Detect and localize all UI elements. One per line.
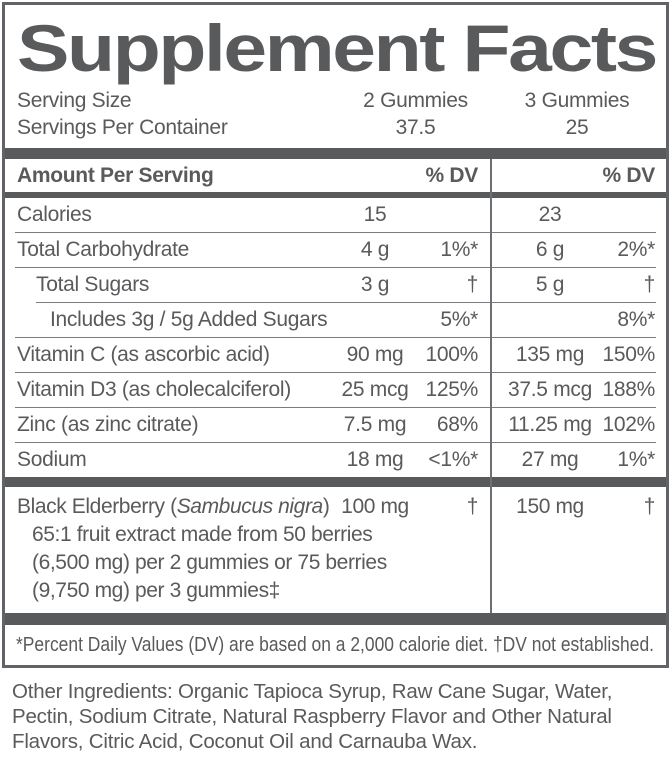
serving-size-row: Serving Size 2 Gummies 3 Gummies xyxy=(15,87,656,114)
nutrient-name: Total Sugars xyxy=(36,273,150,296)
nutrient-row: Total Carbohydrate 4 g 1%* 6 g 2%* xyxy=(15,233,656,267)
botanical-dv-col2: † xyxy=(643,495,656,518)
page-title: Supplement Facts xyxy=(17,13,656,85)
nutrient-row: Vitamin D3 (as cholecalciferol) 25 mcg 1… xyxy=(15,373,656,407)
dv-header-col1: % DV xyxy=(425,163,479,187)
amount-col1: 18 mg xyxy=(346,448,404,471)
amount-col1: 7.5 mg xyxy=(343,413,407,436)
amount-col2: 27 mg xyxy=(521,448,579,471)
servings-per-container-col1: 37.5 xyxy=(395,116,436,139)
dv-col1: † xyxy=(466,273,479,296)
botanical-amount-col1: 100 mg xyxy=(341,495,409,518)
botanical-row: Black Elderberry (Sambucus nigra) 65:1 f… xyxy=(15,487,656,613)
nutrient-name: Calories xyxy=(17,203,92,226)
supplement-facts-panel: Supplement Facts Serving Size 2 Gummies … xyxy=(2,2,669,668)
servings-per-container-label: Servings Per Container xyxy=(17,116,228,139)
dv-col1: 125% xyxy=(425,378,478,401)
botanical-desc-line: (6,500 mg) per 2 gummies or 75 berries xyxy=(32,551,387,574)
nutrient-name: Includes 3g / 5g Added Sugars xyxy=(50,308,328,331)
dv-col1: <1%* xyxy=(428,448,478,471)
nutrient-row: Total Sugars 3 g † 5 g † xyxy=(15,268,656,302)
nutrient-row: Sodium 18 mg <1%* 27 mg 1%* xyxy=(15,443,656,477)
panel-title-wrap: Supplement Facts xyxy=(15,11,658,85)
dv-col2: † xyxy=(643,273,656,296)
amount-col1: 25 mcg xyxy=(341,378,409,401)
footnote-svg: *Percent Daily Values (DV) are based on … xyxy=(16,633,654,656)
amount-col2: 23 xyxy=(538,203,562,226)
dv-header-col2: % DV xyxy=(602,163,656,187)
column-divider xyxy=(490,159,492,613)
botanical-dv-col1: † xyxy=(466,495,479,518)
amount-col2: 135 mg xyxy=(515,343,585,366)
separator-bar-header xyxy=(5,192,666,198)
separator-bar-top xyxy=(5,148,666,159)
nutrient-row: Zinc (as zinc citrate) 7.5 mg 68% 11.25 … xyxy=(15,408,656,442)
botanical-latin-name: Sambucus nigra xyxy=(176,495,324,518)
nutrient-row: Calories 15 23 xyxy=(15,198,656,232)
row-divider xyxy=(15,407,656,408)
nutrient-name: Sodium xyxy=(17,448,87,471)
botanical-amount-col2: 150 mg xyxy=(516,495,584,518)
dv-col1: 68% xyxy=(436,413,478,436)
table-header-row: Amount Per Serving % DV % DV xyxy=(15,159,656,192)
serving-info: Serving Size 2 Gummies 3 Gummies Serving… xyxy=(15,87,656,141)
dv-col2: 8%* xyxy=(617,308,655,331)
footnote-wrap: *Percent Daily Values (DV) are based on … xyxy=(15,625,656,659)
other-ingredients: Other Ingredients: Organic Tapioca Syrup… xyxy=(12,680,613,753)
nutrient-name: Vitamin C (as ascorbic acid) xyxy=(17,343,270,366)
amount-col2: 6 g xyxy=(535,238,565,261)
panel-title-svg: Supplement Facts xyxy=(17,13,658,85)
row-divider xyxy=(15,267,656,268)
dv-footnote: *Percent Daily Values (DV) are based on … xyxy=(16,633,654,656)
amount-col2: 5 g xyxy=(535,273,565,296)
serving-size-col2: 3 Gummies xyxy=(524,89,630,112)
amount-col1: 3 g xyxy=(360,273,390,296)
row-divider xyxy=(15,442,656,443)
dv-col2: 150% xyxy=(602,343,655,366)
nutrient-rows: Calories 15 23 Total Carbohydrate 4 g 1%… xyxy=(15,198,656,477)
dv-col2: 1%* xyxy=(617,448,655,471)
separator-bar-bottom xyxy=(5,613,666,625)
amount-col2: 37.5 mcg xyxy=(508,378,592,401)
amount-col1: 90 mg xyxy=(346,343,404,366)
row-divider xyxy=(15,337,656,338)
row-divider xyxy=(15,232,656,233)
dv-col2: 188% xyxy=(602,378,655,401)
botanical-desc-line: (9,750 mg) per 3 gummies‡ xyxy=(32,579,280,602)
nutrient-name: Vitamin D3 (as cholecalciferol) xyxy=(17,378,291,401)
serving-size-col1: 2 Gummies xyxy=(363,89,468,112)
amount-col1: 15 xyxy=(363,203,387,226)
nutrient-row: Vitamin C (as ascorbic acid) 90 mg 100% … xyxy=(15,338,656,372)
nutrition-table: Amount Per Serving % DV % DV Calories 15… xyxy=(5,159,666,613)
amount-col2: 11.25 mg xyxy=(508,413,592,436)
dv-col2: 2%* xyxy=(617,238,655,261)
dv-col1: 5%* xyxy=(440,308,478,331)
botanical-desc-line: 65:1 fruit extract made from 50 berries xyxy=(32,523,373,546)
botanical-name-block: Black Elderberry (Sambucus nigra) 65:1 f… xyxy=(15,493,387,605)
servings-per-container-row: Servings Per Container 37.5 25 xyxy=(15,114,656,141)
amount-col1: 4 g xyxy=(360,238,390,261)
separator-bar-mid xyxy=(5,477,666,487)
nutrient-name: Zinc (as zinc citrate) xyxy=(17,413,199,436)
servings-per-container-col2: 25 xyxy=(565,116,589,139)
dv-col1: 100% xyxy=(425,343,478,366)
dv-col1: 1%* xyxy=(440,238,478,261)
row-divider xyxy=(15,372,656,373)
dv-col2: 102% xyxy=(602,413,655,436)
botanical-name: Black Elderberry (Sambucus nigra) xyxy=(17,495,330,518)
serving-size-label: Serving Size xyxy=(17,89,132,112)
amount-per-serving-label: Amount Per Serving xyxy=(17,163,214,187)
row-divider xyxy=(36,302,656,303)
nutrient-name: Total Carbohydrate xyxy=(17,238,190,261)
nutrient-row: Includes 3g / 5g Added Sugars 5%* 8%* xyxy=(15,303,656,337)
